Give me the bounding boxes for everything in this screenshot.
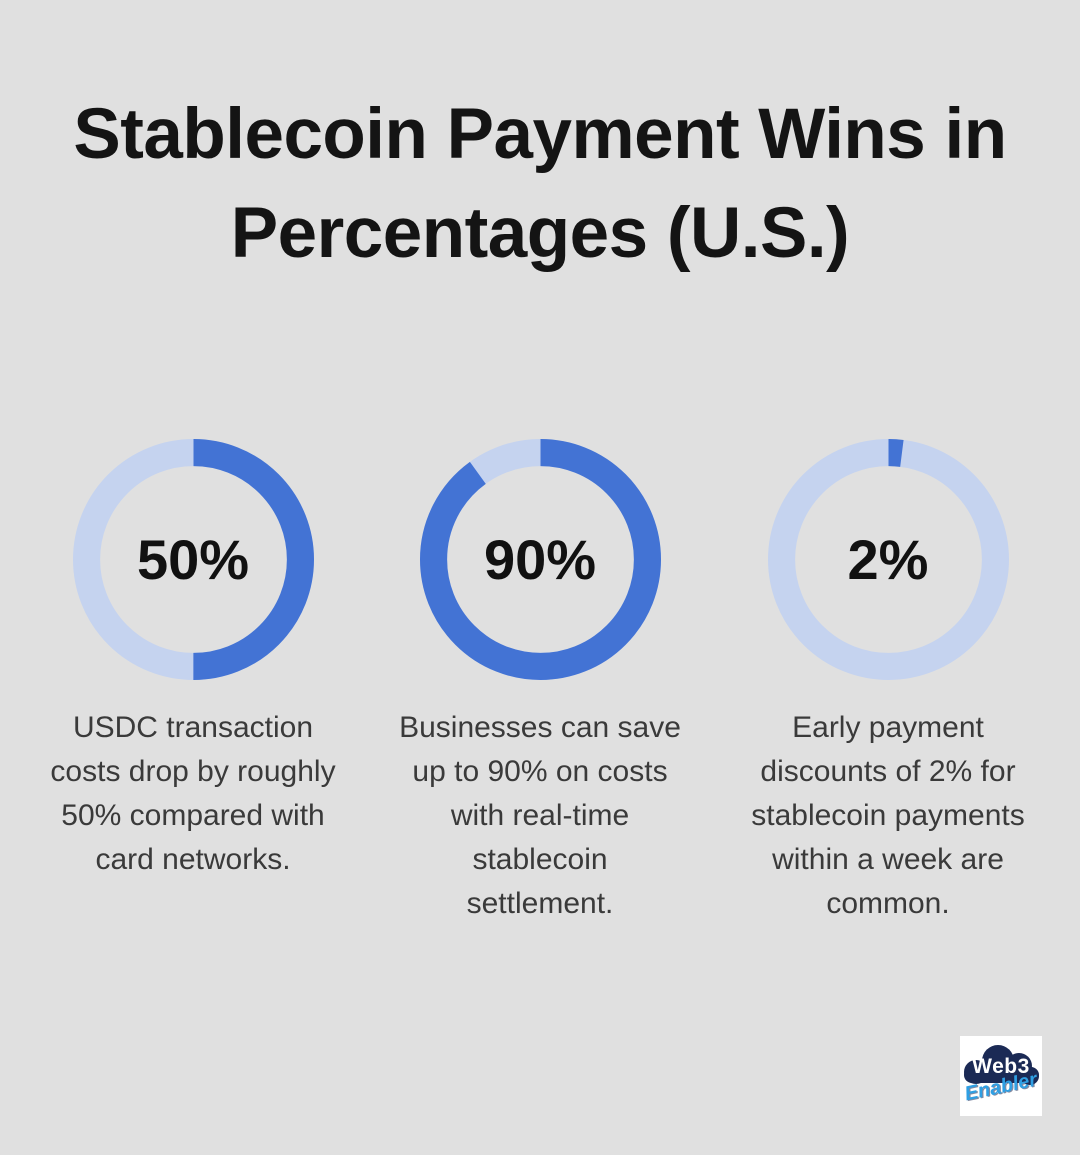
- donut-chart-2-svg: [767, 439, 1009, 680]
- stat-caption: USDC transaction costs drop by roughly 5…: [50, 711, 336, 876]
- stat-column-early-discounts: 2% Early payment discounts of 2% for sta…: [718, 439, 1058, 926]
- page-title-line-2: Percentages (U.S.): [230, 194, 850, 273]
- donut-value-label: 90%: [483, 528, 597, 591]
- stat-column-business-savings: 90% Businesses can save up to 90% on cos…: [370, 439, 710, 926]
- donut-chart-90: 90%: [419, 439, 661, 680]
- stat-column-usdc-costs: 50% USDC transaction costs drop by rough…: [23, 439, 363, 882]
- stat-caption: Businesses can save up to 90% on costs w…: [399, 711, 681, 920]
- web3-enabler-logo: Web3 Enabler: [960, 1036, 1042, 1116]
- donut-chart-90-svg: [419, 439, 661, 680]
- stats-row: 50% USDC transaction costs drop by rough…: [0, 439, 1080, 959]
- donut-chart-50-svg: [72, 439, 314, 680]
- stat-caption: Early payment discounts of 2% for stable…: [751, 711, 1025, 920]
- donut-chart-50: 50%: [72, 439, 314, 680]
- page-title-line-1: Stablecoin Payment Wins in: [73, 95, 1007, 174]
- donut-chart-2: 2%: [767, 439, 1009, 680]
- donut-value-label: 2%: [847, 528, 929, 591]
- page-title: Stablecoin Payment Wins in Percentages (…: [0, 85, 1080, 283]
- donut-value-label: 50%: [136, 528, 250, 591]
